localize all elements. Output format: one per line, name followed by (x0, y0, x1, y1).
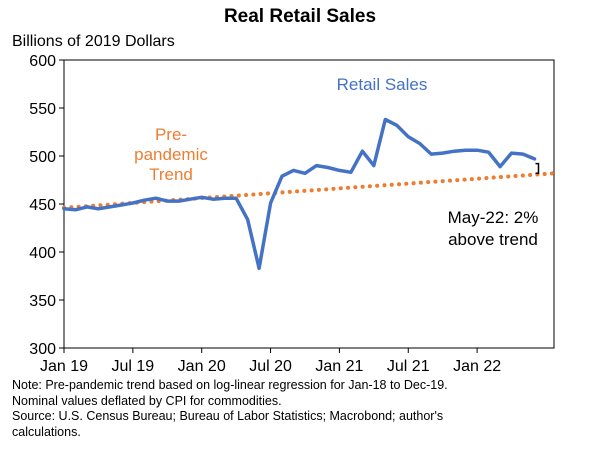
y-axis-label: Billions of 2019 Dollars (12, 33, 175, 50)
chart-notes: Note: Pre-pandemic trend based on log-li… (12, 378, 592, 440)
trend-annotation-line-2: pandemic (134, 145, 208, 164)
trend-annotation-line-1: Pre- (155, 125, 187, 144)
y-tick-label: 400 (29, 245, 56, 262)
y-tick-label: 450 (29, 197, 56, 214)
retail-sales-line (62, 117, 537, 271)
source-line: calculations. (12, 424, 81, 439)
note-line: Note: Pre-pandemic trend based on log-li… (12, 378, 448, 392)
x-tick-label: Jan 21 (315, 358, 363, 375)
y-tick-label: 600 (29, 53, 56, 70)
note-line: Nominal values deflated by CPI for commo… (12, 393, 282, 408)
x-tick-label: Jul 20 (249, 358, 292, 375)
x-tick-label: Jul 19 (112, 358, 155, 375)
y-tick-label: 500 (29, 149, 56, 166)
y-tick-label: 300 (29, 341, 56, 358)
x-tick-label: Jan 22 (453, 358, 501, 375)
y-tick-label: 350 (29, 293, 56, 310)
gap-annotation-line-1: May-22: 2% (448, 208, 539, 227)
source-line: Source: U.S. Census Bureau; Bureau of La… (12, 409, 444, 423)
chart-title: Real Retail Sales (224, 6, 376, 27)
x-tick-label: Jan 20 (178, 358, 226, 375)
x-tick-label: Jan 19 (40, 358, 88, 375)
gap-marker (535, 162, 540, 175)
retail-sales-annotation: Retail Sales (337, 75, 428, 94)
trend-line (62, 171, 556, 210)
gap-annotation-line-2: above trend (448, 230, 538, 249)
y-tick-label: 550 (29, 101, 56, 118)
x-tick-label: Jul 21 (387, 358, 430, 375)
trend-annotation-line-3: Trend (149, 165, 193, 184)
